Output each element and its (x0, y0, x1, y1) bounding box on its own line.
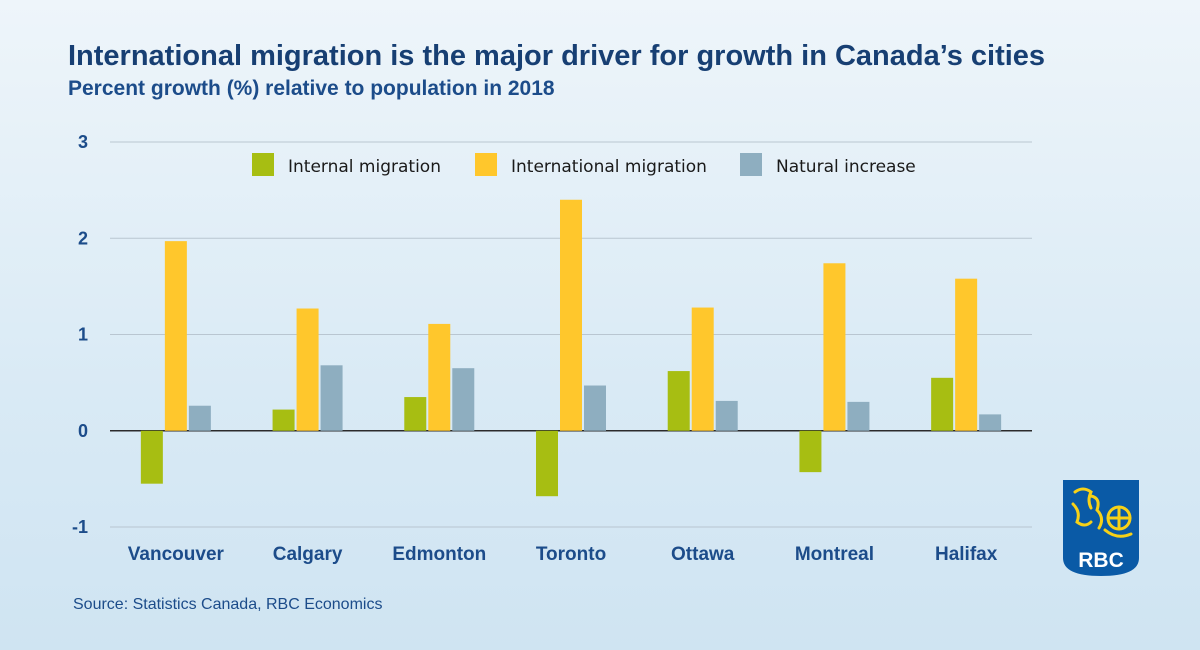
x-tick-label: Halifax (935, 544, 998, 565)
bar-natural-increase-ottawa (715, 400, 738, 431)
y-tick-label: 3 (78, 132, 88, 152)
chart-title: International migration is the major dri… (68, 40, 1046, 72)
bar-international-migration-vancouver (164, 241, 187, 431)
y-axis-ticks: -1 0 1 2 3 (72, 132, 88, 537)
y-tick-label: -1 (72, 517, 88, 537)
x-tick-label: Toronto (536, 544, 606, 565)
lion-emblem (1071, 487, 1133, 538)
x-tick-label: Vancouver (128, 544, 225, 565)
bars (140, 199, 1002, 497)
x-tick-label: Edmonton (392, 544, 486, 565)
logo-shield (1063, 480, 1139, 576)
legend-label: International migration (511, 157, 707, 177)
bar-international-migration-toronto (560, 199, 582, 431)
y-tick-label: 0 (78, 421, 88, 441)
bar-internal-migration-calgary (272, 409, 295, 431)
bar-internal-migration-ottawa (667, 371, 690, 431)
bar-natural-increase-calgary (320, 365, 343, 431)
bar-natural-increase-edmonton (452, 368, 475, 431)
bar-international-migration-montreal (823, 263, 846, 431)
bar-internal-migration-edmonton (404, 397, 427, 431)
legend-swatch (252, 153, 274, 176)
legend-label: Internal migration (288, 157, 441, 177)
legend-swatch (740, 153, 762, 176)
bar-natural-increase-toronto (584, 385, 606, 431)
x-axis-ticks: Vancouver Calgary Edmonton Toronto Ottawa Mon… (128, 544, 998, 565)
bar-international-migration-edmonton (428, 323, 451, 431)
chart-subtitle: Percent growth (%) relative to populatio… (68, 77, 555, 100)
logo-text: RBC (1078, 549, 1124, 572)
source-note: Source: Statistics Canada, RBC Economics (73, 596, 383, 613)
bar-internal-migration-vancouver (140, 430, 163, 484)
bar-natural-increase-vancouver (188, 405, 211, 431)
bar-internal-migration-montreal (799, 430, 822, 473)
bar-international-migration-halifax (955, 278, 978, 431)
bar-natural-increase-halifax (979, 414, 1002, 431)
legend-swatch (475, 153, 497, 176)
x-tick-label: Montreal (795, 544, 874, 565)
rbc-logo: RBC (1063, 480, 1139, 576)
y-tick-label: 2 (78, 228, 88, 248)
x-tick-label: Calgary (273, 544, 343, 565)
bar-international-migration-ottawa (691, 307, 714, 431)
bar-natural-increase-montreal (847, 401, 870, 431)
y-tick-label: 1 (78, 325, 88, 345)
legend: Internal migration International migratio… (252, 153, 916, 177)
bar-internal-migration-toronto (536, 430, 558, 497)
legend-label: Natural increase (776, 157, 916, 177)
x-tick-label: Ottawa (671, 544, 735, 565)
bar-internal-migration-halifax (931, 377, 954, 431)
bar-international-migration-calgary (296, 308, 319, 431)
